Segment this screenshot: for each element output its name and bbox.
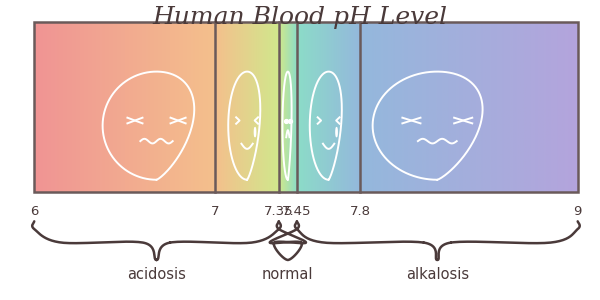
Text: alkalosis: alkalosis [406,267,469,282]
Bar [34,22,578,192]
Text: 6: 6 [30,205,38,218]
Text: Human Blood pH Level: Human Blood pH Level [152,6,448,29]
Text: 7.8: 7.8 [350,205,371,218]
Text: 7: 7 [211,205,220,218]
Text: 9: 9 [574,205,582,218]
Text: normal: normal [262,267,314,282]
Polygon shape [254,128,256,136]
Polygon shape [336,128,337,136]
Text: 7.45: 7.45 [282,205,311,218]
Text: acidosis: acidosis [127,267,186,282]
Text: 7.35: 7.35 [264,205,293,218]
